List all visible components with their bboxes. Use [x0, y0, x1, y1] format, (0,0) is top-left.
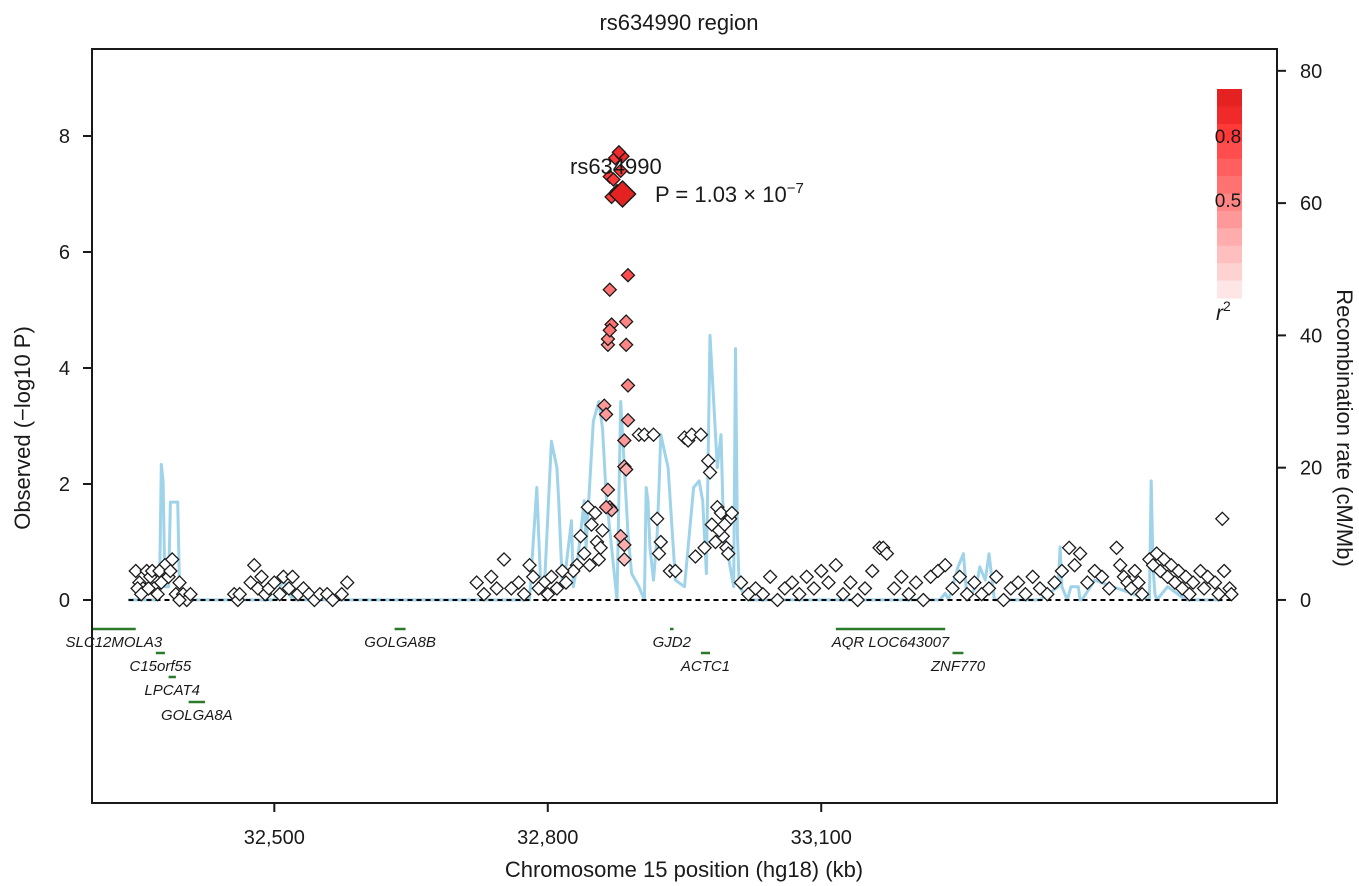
- legend-color-segment: [1217, 228, 1242, 246]
- legend-color-segment: [1217, 211, 1242, 229]
- gene-label: LPCAT4: [144, 682, 200, 699]
- y-left-tick-label: 4: [59, 358, 70, 380]
- legend-color-segment: [1217, 106, 1242, 124]
- lead-snp-pvalue: P = 1.03 × 10−7: [655, 180, 804, 207]
- gene-label: C15orf55: [130, 658, 192, 675]
- y-right-tick-label: 80: [1300, 61, 1322, 83]
- legend-label-0-8: 0.8: [1215, 127, 1241, 148]
- gene-label: AQR LOC643007: [831, 634, 950, 651]
- gene-label: GJD2: [653, 634, 692, 651]
- x-axis-label: Chromosome 15 position (hg18) (kb): [505, 857, 863, 882]
- y-right-tick-label: 20: [1300, 458, 1322, 480]
- lead-snp-label: rs634990: [570, 154, 662, 179]
- gene-label: ACTC1: [680, 658, 730, 675]
- legend-label-0-5: 0.5: [1215, 191, 1241, 212]
- y-left-tick-label: 0: [59, 590, 70, 612]
- gene-label: ZNF770: [930, 658, 986, 675]
- legend-color-segment: [1217, 89, 1242, 107]
- gene-label: GOLGA8A: [161, 707, 233, 724]
- y-right-tick-label: 0: [1300, 590, 1311, 612]
- x-tick-label: 33,100: [791, 827, 852, 849]
- chart-title: rs634990 region: [599, 10, 758, 35]
- y-left-tick-label: 2: [59, 474, 70, 496]
- r2-color-legend: 0.8 0.5 r2: [1215, 89, 1242, 325]
- y-axis-right-label: Recombination rate (cM/Mb): [1332, 289, 1357, 567]
- y-right-tick-label: 60: [1300, 193, 1322, 215]
- legend-color-segment: [1217, 281, 1242, 299]
- pvalue-exponent: −7: [787, 180, 804, 197]
- gene-label: SLC12MOLA3: [66, 634, 163, 651]
- pvalue-main: P = 1.03 × 10: [655, 182, 787, 207]
- x-tick-label: 32,800: [517, 827, 578, 849]
- y-left-tick-label: 6: [59, 242, 70, 264]
- y-right-tick-label: 40: [1300, 325, 1322, 347]
- legend-color-segment: [1217, 263, 1242, 281]
- legend-color-segment: [1217, 159, 1242, 177]
- legend-color-segment: [1217, 246, 1242, 264]
- x-tick-label: 32,500: [244, 827, 305, 849]
- gene-label: GOLGA8B: [364, 634, 436, 651]
- y-left-tick-label: 8: [59, 126, 70, 148]
- y-axis-left-label: Observed (−log10 P): [10, 326, 35, 530]
